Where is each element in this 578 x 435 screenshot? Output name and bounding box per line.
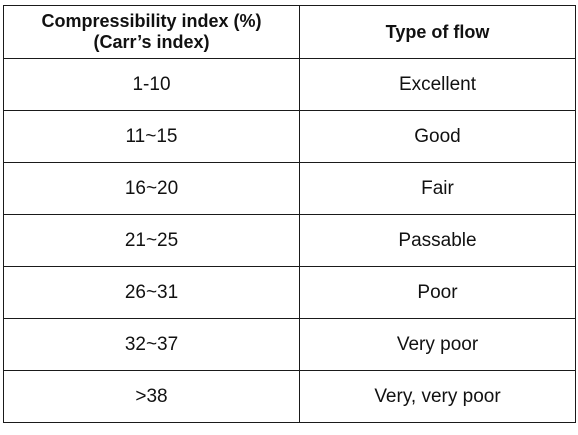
table-row: 26~31 Poor — [3, 266, 576, 319]
flow-cell: Passable — [299, 214, 576, 267]
index-cell: 32~37 — [3, 318, 300, 371]
table-row: 21~25 Passable — [3, 214, 576, 267]
table-row: 11~15 Good — [3, 110, 576, 163]
flow-cell: Poor — [299, 266, 576, 319]
header-index-line1: Compressibility index (%) — [41, 11, 262, 31]
index-cell: 21~25 — [3, 214, 300, 267]
header-row: Compressibility index (%) (Carr’s index)… — [3, 5, 576, 59]
table-row: 1-10 Excellent — [3, 58, 576, 111]
table-row: 16~20 Fair — [3, 162, 576, 215]
flow-cell: Very poor — [299, 318, 576, 371]
header-index-line2: (Carr’s index) — [93, 32, 210, 52]
carr-index-table: Compressibility index (%) (Carr’s index)… — [3, 5, 576, 423]
index-cell: 11~15 — [3, 110, 300, 163]
type-of-flow-header: Type of flow — [299, 5, 576, 59]
table-row: 32~37 Very poor — [3, 318, 576, 371]
index-cell: 1-10 — [3, 58, 300, 111]
flow-cell: Good — [299, 110, 576, 163]
table-row: >38 Very, very poor — [3, 370, 576, 423]
index-cell: 26~31 — [3, 266, 300, 319]
flow-cell: Fair — [299, 162, 576, 215]
index-cell: 16~20 — [3, 162, 300, 215]
compressibility-index-header: Compressibility index (%) (Carr’s index) — [3, 5, 300, 59]
index-cell: >38 — [3, 370, 300, 423]
flow-cell: Very, very poor — [299, 370, 576, 423]
flow-cell: Excellent — [299, 58, 576, 111]
